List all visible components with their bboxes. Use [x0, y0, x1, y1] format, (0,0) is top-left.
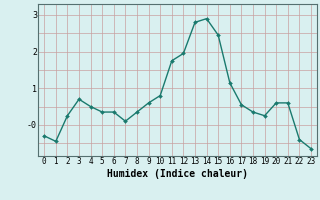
X-axis label: Humidex (Indice chaleur): Humidex (Indice chaleur) [107, 169, 248, 179]
